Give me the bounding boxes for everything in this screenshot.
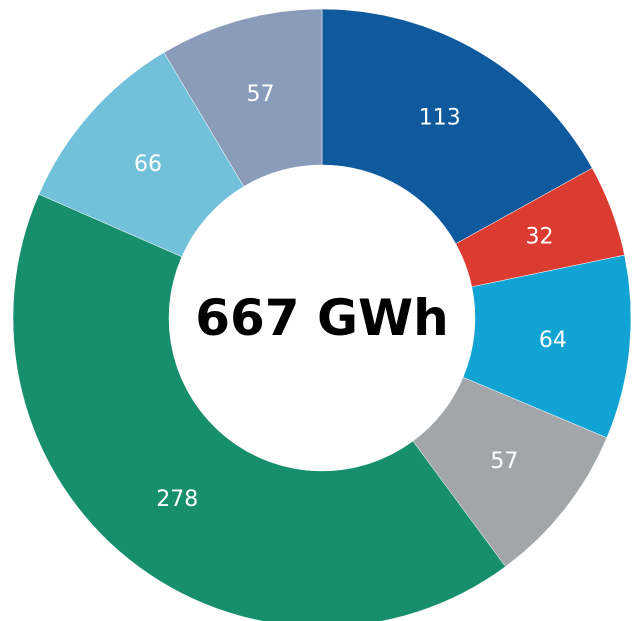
donut-slice-0 [321, 8, 593, 245]
donut-slice-6 [163, 8, 323, 187]
slice-value-label-4: 278 [156, 487, 198, 512]
slice-value-label-6: 57 [246, 82, 274, 107]
slice-value-label-2: 64 [539, 328, 567, 353]
donut-slices [12, 8, 632, 621]
slice-value-label-5: 66 [134, 152, 162, 177]
slice-value-label-0: 113 [419, 106, 461, 131]
slice-value-label-1: 32 [525, 225, 553, 250]
slice-labels: 113 32 64 57 278 66 57 [134, 82, 567, 512]
slice-value-label-3: 57 [490, 449, 518, 474]
donut-slice-4 [12, 193, 506, 621]
center-total-label: 667 GWh [195, 289, 449, 347]
